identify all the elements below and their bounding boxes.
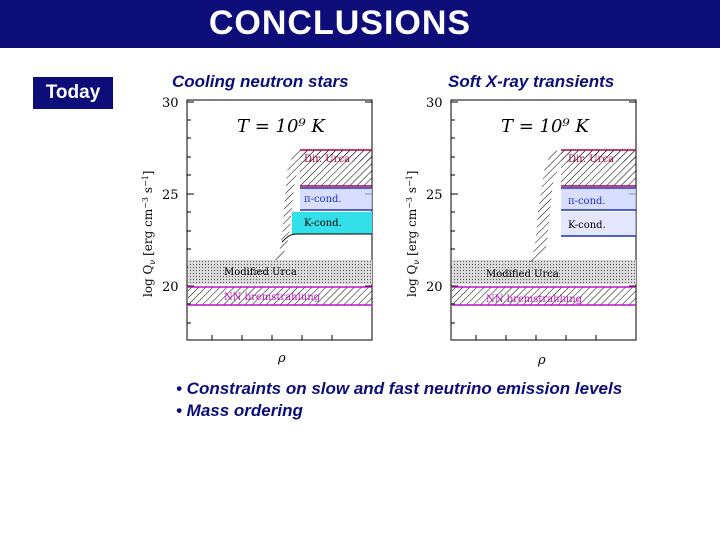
label-kaon: K-cond. — [568, 220, 606, 231]
y-tick-20: 20 — [162, 280, 179, 295]
band-kaon — [292, 212, 372, 234]
y-tick-25: 25 — [162, 188, 179, 203]
conclusion-bullets: • Constraints on slow and fast neutrino … — [176, 378, 622, 422]
band-modified-urca — [452, 260, 636, 284]
today-badge: Today — [33, 77, 113, 109]
x-axis-label: ρ — [277, 351, 286, 366]
panel-title-transients: Soft X-ray transients — [448, 72, 615, 91]
temperature-label: T = 10⁹ K — [501, 116, 590, 137]
page-title: CONCLUSIONS — [208, 4, 472, 42]
y-tick-20: 20 — [426, 280, 443, 295]
y-tick-25: 25 — [426, 188, 443, 203]
temperature-label: T = 10⁹ K — [237, 116, 326, 137]
label-pion: π-cond. — [568, 196, 606, 207]
band-modified-urca — [188, 260, 372, 284]
band-nn-brem — [188, 287, 372, 305]
label-nn-brem: NN bremstrahlung — [224, 292, 321, 303]
band-dir-urca — [300, 150, 372, 186]
y-axis-label: log Qν [erg cm−3 s−1] — [141, 171, 157, 297]
y-tick-30: 30 — [426, 96, 443, 111]
bullet-item: • Mass ordering — [176, 401, 303, 420]
panel-title-cooling: Cooling neutron stars — [172, 72, 349, 91]
label-modified-urca: Modified Urca — [486, 269, 559, 280]
label-dir-urca: Dir. Urca — [568, 154, 614, 165]
band-dir-urca — [561, 150, 636, 186]
label-nn-brem: NN bremstrahlung — [486, 294, 583, 305]
bullet-item: • Constraints on slow and fast neutrino … — [176, 379, 623, 398]
x-axis-label: ρ — [537, 353, 546, 368]
label-pion: π-cond. — [304, 194, 342, 205]
y-tick-30: 30 — [162, 96, 179, 111]
y-axis-label: log Qν [erg cm−3 s−1] — [405, 171, 421, 297]
label-modified-urca: Modified Urca — [224, 267, 297, 278]
band-pion — [561, 188, 636, 210]
emissivity-plot-cooling: 30 25 20 log Qν [erg cm−3 s−1] T = 10⁹ K… — [141, 96, 373, 366]
label-kaon: K-cond. — [304, 218, 342, 229]
emissivity-plot-transients: 30 25 20 log Qν [erg cm−3 s−1] T = 10⁹ K… — [405, 96, 637, 368]
transition-region — [526, 150, 636, 262]
band-nn-brem — [452, 287, 636, 305]
label-dir-urca: Dir. Urca — [304, 154, 350, 165]
header-bar — [0, 0, 720, 48]
band-pion — [300, 188, 372, 210]
band-kaon — [561, 212, 636, 236]
